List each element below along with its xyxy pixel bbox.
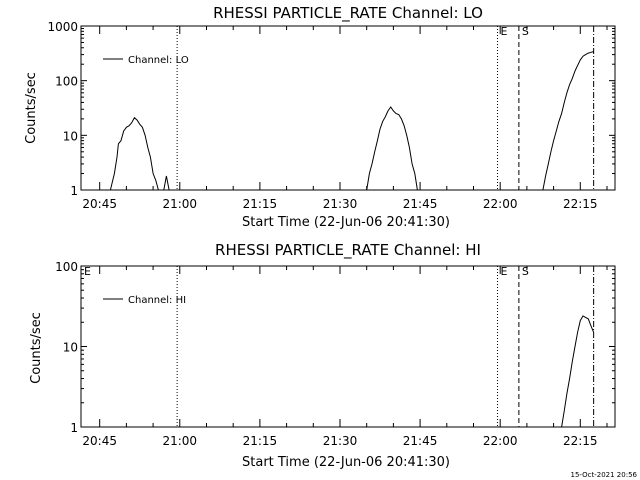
x-tick-label: 21:15 <box>243 434 278 448</box>
panel-lo-x-ticks: 20:45 21:00 21:15 21:30 21:45 22:00 22:15 <box>82 26 608 211</box>
series-line-segment <box>109 116 159 191</box>
time-marker-label: E <box>84 265 91 278</box>
panel-hi-ylabel: Counts/sec <box>29 312 44 384</box>
y-tick-label: 10 <box>63 341 78 355</box>
x-tick-label: 22:15 <box>563 197 598 211</box>
series-line-segment <box>366 106 418 191</box>
panel-hi-xlabel: Start Time (22-Jun-06 20:41:30) <box>242 455 450 470</box>
y-tick-label: 1000 <box>47 20 78 34</box>
panel-lo-series <box>109 51 594 191</box>
panel-hi-series <box>561 315 595 428</box>
y-tick-label: 100 <box>55 75 78 89</box>
legend-label-lo: Channel: LO <box>128 55 189 66</box>
legend-label-hi: Channel: HI <box>128 295 186 306</box>
y-tick-label: 100 <box>55 260 78 274</box>
panel-lo-plot-frame <box>80 25 616 191</box>
series-line-segment <box>163 175 170 191</box>
x-tick-label: 21:45 <box>403 434 438 448</box>
panel-hi-plot-frame <box>80 265 616 428</box>
panel-hi: RHESSI PARTICLE_RATE Channel: HI 110100 … <box>29 241 616 470</box>
timestamp: 15-Oct-2021 20:56 <box>571 471 638 479</box>
panel-lo-y-ticks: 1 10 100 1000 <box>47 20 615 198</box>
x-tick-label: 21:15 <box>243 197 278 211</box>
panel-hi-title: RHESSI PARTICLE_RATE Channel: HI <box>215 241 481 260</box>
panel-lo-ylabel: Counts/sec <box>24 72 39 144</box>
panel-lo-xlabel: Start Time (22-Jun-06 20:41:30) <box>242 215 450 230</box>
x-tick-label: 22:15 <box>563 434 598 448</box>
time-marker-label: S <box>522 25 529 38</box>
y-tick-label: 1 <box>70 184 78 198</box>
time-marker-label: E <box>501 25 508 38</box>
time-marker-label: E <box>501 265 508 278</box>
x-tick-label: 21:30 <box>323 434 358 448</box>
x-tick-label: 21:30 <box>323 197 358 211</box>
x-tick-label: 21:00 <box>162 434 197 448</box>
panel-lo: RHESSI PARTICLE_RATE Channel: LO 1101001… <box>24 4 616 230</box>
panel-lo-title: RHESSI PARTICLE_RATE Channel: LO <box>213 4 483 23</box>
panel-hi-y-ticks: 1 10 100 <box>55 260 615 435</box>
y-tick-label: 1 <box>70 421 78 435</box>
series-line-segment <box>542 51 594 191</box>
x-tick-label: 20:45 <box>82 434 117 448</box>
series-line-segment <box>561 315 595 428</box>
x-tick-label: 20:45 <box>82 197 117 211</box>
x-tick-label: 22:00 <box>483 197 518 211</box>
x-tick-label: 21:45 <box>403 197 438 211</box>
panel-hi-x-ticks: 20:45 21:00 21:15 21:30 21:45 22:00 22:15 <box>82 266 608 448</box>
y-tick-label: 10 <box>63 129 78 143</box>
x-tick-label: 22:00 <box>483 434 518 448</box>
x-tick-label: 21:00 <box>162 197 197 211</box>
time-marker-label: S <box>522 265 529 278</box>
